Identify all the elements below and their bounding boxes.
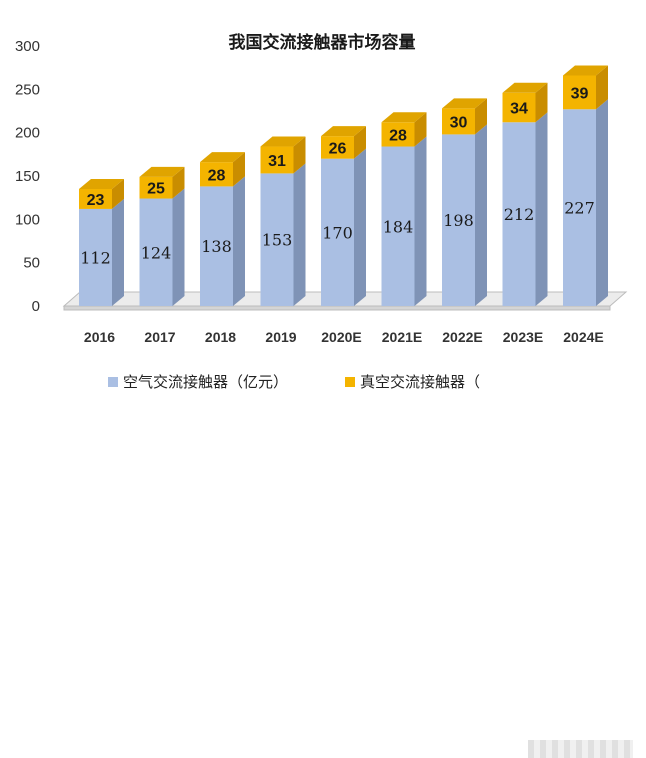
bar-air-side <box>596 99 608 307</box>
y-tick-label: 150 <box>15 168 40 185</box>
bar-vacuum-top <box>502 82 548 93</box>
bar-vacuum-side <box>414 112 427 147</box>
bar-vacuum-side <box>172 166 185 199</box>
y-tick-label: 250 <box>15 81 40 98</box>
bar-air-side <box>112 198 124 306</box>
blurred-watermark <box>528 740 633 758</box>
bar-vacuum-top <box>321 126 366 137</box>
bar-vacuum-side <box>233 152 245 187</box>
bar-air <box>260 173 294 306</box>
chart-title: 我国交流接触器市场容量 <box>229 32 416 53</box>
bar-air <box>502 122 536 307</box>
data-label-vacuum: 28 <box>389 127 407 144</box>
bar-vacuum-side <box>475 98 487 135</box>
x-tick-label: 2016 <box>84 329 115 345</box>
x-tick-label: 2018 <box>205 329 236 345</box>
bar-vacuum-top <box>563 65 608 76</box>
data-label-vacuum: 28 <box>208 167 226 184</box>
legend-label-vacuum: 真空交流接触器（ <box>360 373 481 391</box>
stacked-bar-chart: 我国交流接触器市场容量 0 50 100 150 200 250 300 112 23 124 2… <box>15 32 628 345</box>
data-label-air: 124 <box>141 243 172 262</box>
bar-air-side <box>233 176 245 306</box>
bar-vacuum-top <box>381 112 427 123</box>
bar-air <box>563 109 596 307</box>
data-label-vacuum: 25 <box>147 181 165 198</box>
data-label-vacuum: 26 <box>329 140 347 157</box>
bar-vacuum-top <box>79 179 124 189</box>
bar-air-side <box>172 188 185 306</box>
data-label-air: 138 <box>201 237 232 256</box>
y-tick-label: 50 <box>23 255 40 272</box>
data-label-air: 227 <box>564 199 595 218</box>
bar-vacuum <box>442 108 475 135</box>
bar-vacuum <box>79 189 112 209</box>
x-tick-label: 2023E <box>503 329 543 345</box>
bar-air-side <box>414 136 427 306</box>
bar-air-side <box>475 124 487 307</box>
x-tick-label: 2021E <box>382 329 422 345</box>
bar-vacuum-top <box>200 152 245 163</box>
bar-vacuum <box>260 146 294 174</box>
x-tick-label: 2024E <box>563 329 603 345</box>
bar-air <box>200 186 233 306</box>
data-label-air: 212 <box>504 205 535 224</box>
x-tick-label: 2020E <box>321 329 361 345</box>
x-tick-label: 2022E <box>442 329 482 345</box>
bar-air <box>321 158 354 306</box>
y-tick-label: 0 <box>32 298 40 315</box>
bar-vacuum-top <box>139 166 185 177</box>
y-tick-label: 200 <box>15 125 40 142</box>
x-tick-label: 2017 <box>144 329 175 345</box>
y-tick-label: 100 <box>15 211 40 228</box>
legend-swatch-vacuum <box>345 376 355 387</box>
data-label-vacuum: 34 <box>510 101 528 118</box>
data-label-air: 153 <box>262 231 293 250</box>
data-label-air: 112 <box>80 248 111 267</box>
data-label-vacuum: 30 <box>450 114 468 131</box>
legend-label-air: 空气交流接触器（亿元） <box>123 373 289 391</box>
bar-vacuum-side <box>535 82 548 123</box>
data-label-vacuum: 31 <box>268 153 286 170</box>
data-label-air: 184 <box>383 217 414 236</box>
bar-vacuum <box>200 162 233 187</box>
bar-air <box>442 134 475 306</box>
bar-air <box>139 198 173 306</box>
bar-vacuum-top <box>260 136 306 147</box>
bar-air-side <box>293 163 306 306</box>
legend-item-vacuum: 真空交流接触器（ <box>345 371 480 392</box>
bar-vacuum-side <box>354 126 366 159</box>
bar-vacuum <box>563 75 596 110</box>
floor-front <box>63 305 611 311</box>
y-axis: 0 50 100 150 200 250 300 <box>15 38 40 315</box>
legend: 空气交流接触器（亿元） 真空交流接触器（ <box>0 367 646 758</box>
x-axis: 2016 2017 2018 2019 2020E 2021E 2022E 2023E 2024… <box>84 329 604 345</box>
legend-swatch-air <box>108 376 118 387</box>
bar-vacuum <box>381 122 415 147</box>
legend-item-air: 空气交流接触器（亿元） <box>108 371 288 392</box>
bar-vacuum <box>321 136 354 159</box>
bar-air-side <box>354 148 366 306</box>
data-label-air: 170 <box>322 223 353 242</box>
bar-vacuum-side <box>293 136 306 174</box>
data-label-air: 198 <box>443 211 474 230</box>
y-tick-label: 300 <box>15 38 40 55</box>
x-tick-label: 2019 <box>265 329 296 345</box>
bar-vacuum-side <box>112 179 124 209</box>
bar-vacuum <box>502 92 536 123</box>
bar-vacuum-side <box>596 65 608 110</box>
bars: 112 23 124 25 138 28 153 31 170 26 184 28 198 30 212 34… <box>79 65 608 307</box>
bar-air <box>381 146 415 306</box>
data-label-vacuum: 39 <box>571 85 589 102</box>
data-label-vacuum: 23 <box>87 192 105 209</box>
bar-air <box>79 208 112 306</box>
bar-vacuum-top <box>442 98 487 109</box>
bar-vacuum <box>139 176 173 199</box>
bar-air-side <box>535 112 548 307</box>
